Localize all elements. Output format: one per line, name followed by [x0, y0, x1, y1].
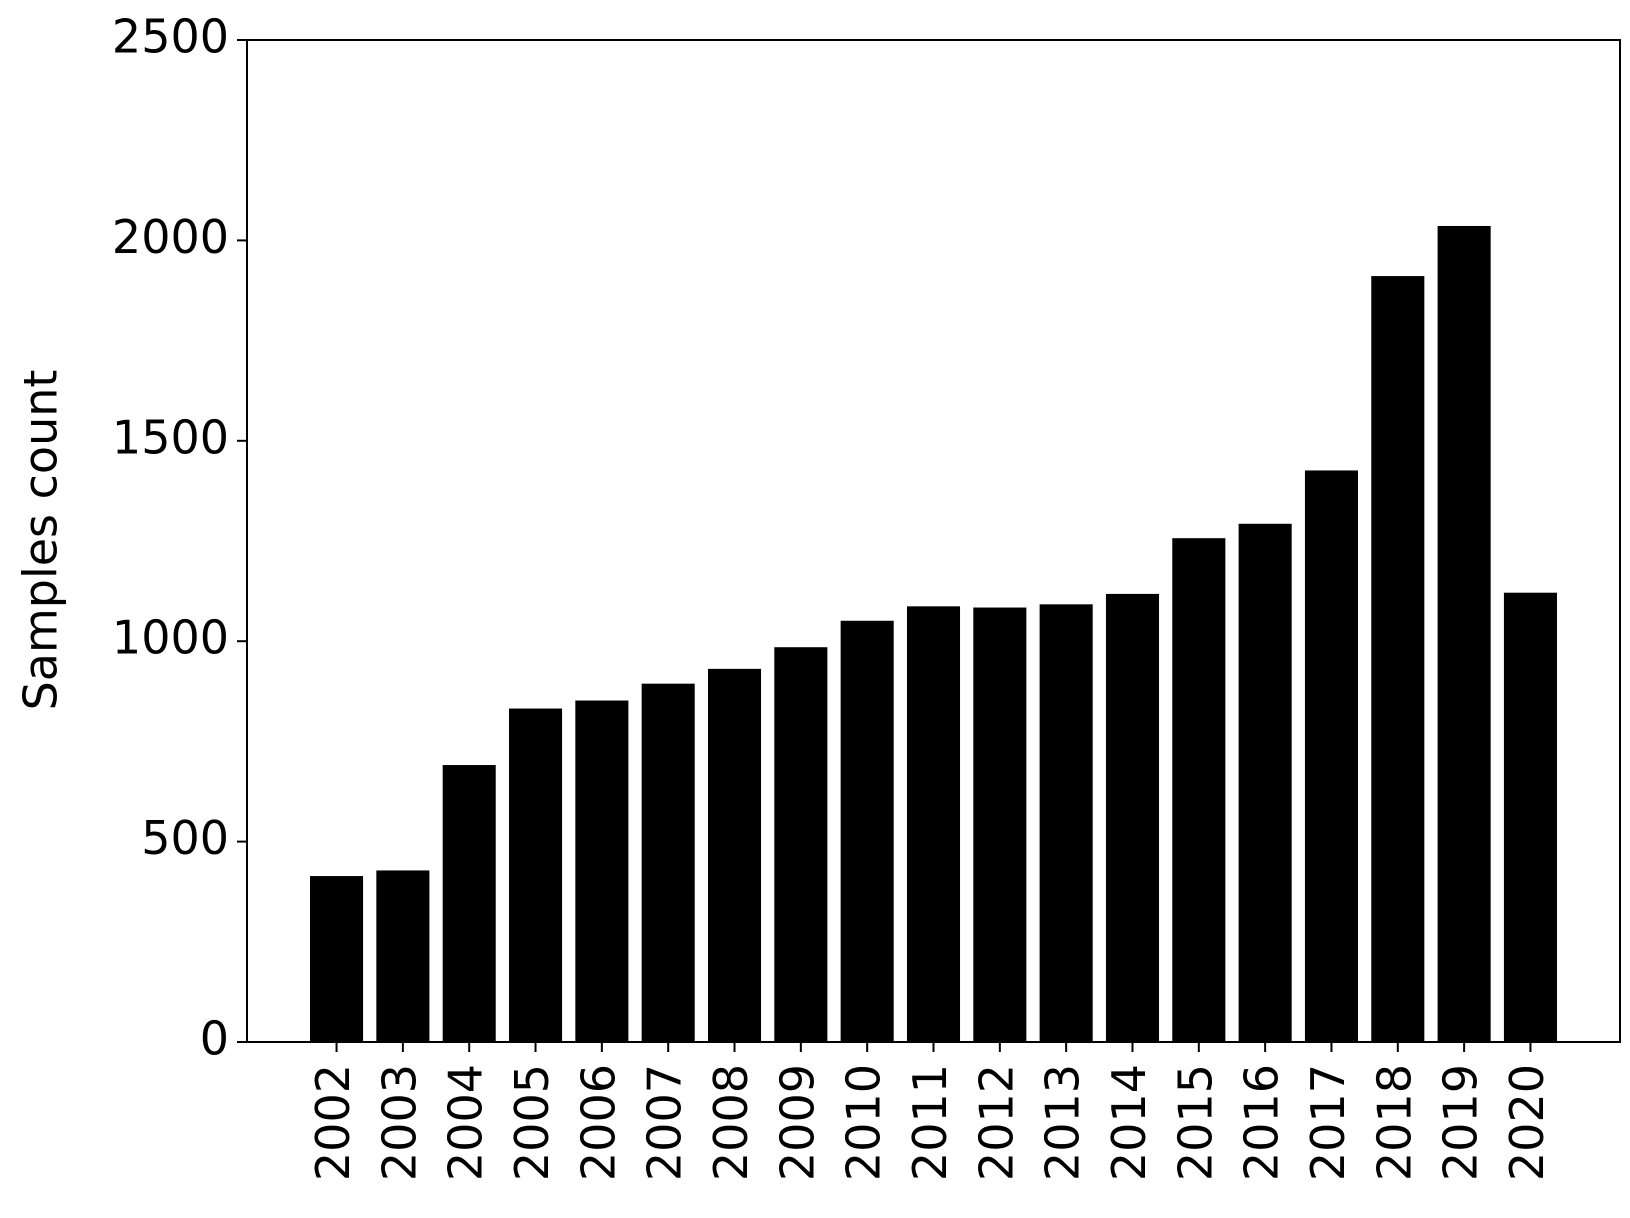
x-tick-label: 2019 — [1434, 1064, 1488, 1181]
bar — [376, 870, 430, 1042]
x-tick-label: 2018 — [1367, 1064, 1421, 1181]
bar — [508, 708, 563, 1042]
y-tick-label: 1000 — [112, 611, 229, 665]
x-tick-label: 2011 — [903, 1064, 957, 1181]
bar — [1503, 592, 1557, 1042]
x-tick-label: 2020 — [1500, 1064, 1554, 1181]
y-tick-label: 0 — [200, 1012, 229, 1066]
x-tick-label: 2003 — [372, 1064, 426, 1181]
y-tick-label: 2500 — [112, 10, 229, 64]
x-tick-label: 2010 — [837, 1064, 891, 1181]
x-tick-label: 2012 — [969, 1064, 1023, 1181]
bar — [1371, 276, 1425, 1043]
bar — [1304, 470, 1359, 1042]
x-tick-label: 2004 — [439, 1064, 493, 1181]
x-tick-label: 2002 — [306, 1064, 360, 1181]
bar — [442, 765, 496, 1042]
bar — [1039, 604, 1093, 1042]
bar — [840, 620, 894, 1042]
y-tick-label: 1500 — [112, 410, 229, 464]
y-axis-label: Samples count — [14, 370, 68, 711]
bar — [1172, 538, 1226, 1042]
bar — [1238, 523, 1292, 1042]
x-tick-label: 2006 — [571, 1064, 625, 1181]
x-tick-label: 2015 — [1168, 1064, 1222, 1181]
x-tick-label: 2017 — [1301, 1064, 1355, 1181]
bar — [641, 683, 695, 1042]
bar — [1437, 225, 1491, 1043]
bar — [1105, 593, 1160, 1042]
x-tick-label: 2005 — [505, 1064, 559, 1181]
bar — [707, 668, 762, 1042]
bar — [774, 647, 828, 1042]
bar — [906, 606, 961, 1042]
y-tick-label: 2000 — [112, 210, 229, 264]
plot-frame — [246, 39, 1621, 1043]
bar — [973, 607, 1027, 1042]
x-tick-label: 2016 — [1235, 1064, 1289, 1181]
x-tick-label: 2013 — [1036, 1064, 1090, 1181]
y-tick-label: 500 — [141, 811, 229, 865]
x-tick-label: 2007 — [638, 1064, 692, 1181]
bar — [310, 876, 364, 1042]
bar — [575, 700, 629, 1042]
x-tick-label: 2008 — [704, 1064, 758, 1181]
x-tick-label: 2009 — [770, 1064, 824, 1181]
x-tick-label: 2014 — [1102, 1064, 1156, 1181]
